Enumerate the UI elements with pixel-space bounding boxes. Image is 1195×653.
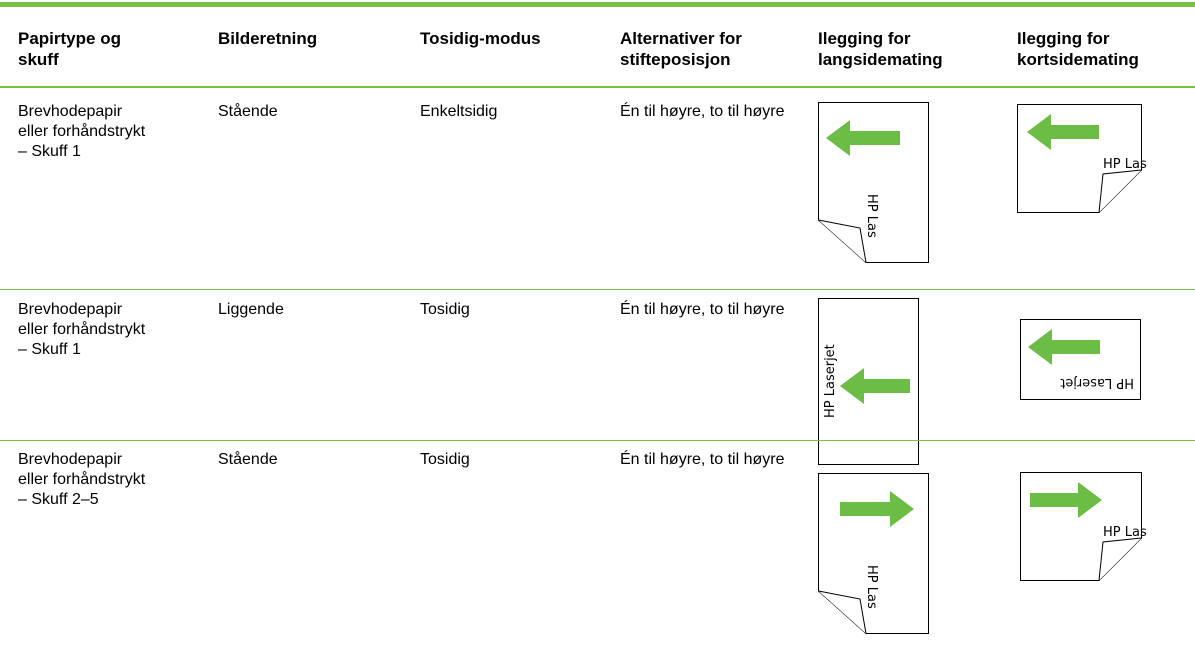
line: Brevhodepapir: [18, 103, 123, 120]
line: eller forhåndstrykt: [18, 123, 146, 140]
long-edge-icon: HP Laserjet: [818, 298, 919, 465]
row-rule: [0, 86, 1195, 88]
paper-label: HP Laserjet: [1060, 375, 1134, 390]
line: eller forhåndstrykt: [18, 471, 146, 488]
orientation: Liggende: [218, 301, 284, 318]
staple: Én til høyre, to til høyre: [620, 451, 785, 468]
short-edge-icon: HP Las: [1020, 472, 1147, 581]
paper-label: HP Las: [864, 565, 879, 609]
paper-label: HP Las: [1103, 525, 1147, 540]
paper-type: Brevhodepapir eller forhåndstrykt – Skuff …: [18, 450, 208, 510]
orientation: Stående: [218, 451, 278, 468]
top-rule: [0, 2, 1195, 7]
column-header: Bilderetning: [218, 29, 318, 48]
paper-type: Brevhodepapir eller forhåndstrykt – Skuff …: [18, 102, 208, 162]
line: Brevhodepapir: [18, 451, 123, 468]
staple: Én til høyre, to til høyre: [620, 301, 785, 318]
row-rule: [0, 440, 1195, 441]
paper-type: Brevhodepapir eller forhåndstrykt – Skuff …: [18, 300, 208, 360]
duplex: Tosidig: [420, 301, 470, 318]
column-header: Ilegging for kortsidemating: [1017, 29, 1139, 69]
orientation: Stående: [218, 103, 278, 120]
short-edge-icon: HP Las: [1017, 104, 1147, 213]
duplex: Tosidig: [420, 451, 470, 468]
short-edge-icon: HP Laserjet: [1020, 319, 1141, 400]
column-header: Papirtype og skuff: [18, 29, 121, 69]
paper-label: HP Las: [1103, 157, 1147, 172]
row-rule: [0, 289, 1195, 290]
long-edge-icon: HP Las: [818, 102, 929, 263]
staple: Én til høyre, to til høyre: [620, 103, 785, 120]
column-header: Ilegging for langsidemating: [818, 29, 943, 69]
line: – Skuff 2–5: [18, 491, 99, 508]
duplex: Enkeltsidig: [420, 103, 498, 120]
column-header: Tosidig-modus: [420, 29, 541, 48]
line: – Skuff 1: [18, 143, 81, 160]
long-edge-icon: HP Las: [818, 473, 929, 634]
paper-label: HP Laserjet: [823, 344, 838, 418]
column-header: Alternativer for stifteposisjon: [620, 29, 742, 69]
paper-label: HP Las: [864, 194, 879, 238]
line: – Skuff 1: [18, 341, 81, 358]
line: Brevhodepapir: [18, 301, 123, 318]
line: eller forhåndstrykt: [18, 321, 146, 338]
